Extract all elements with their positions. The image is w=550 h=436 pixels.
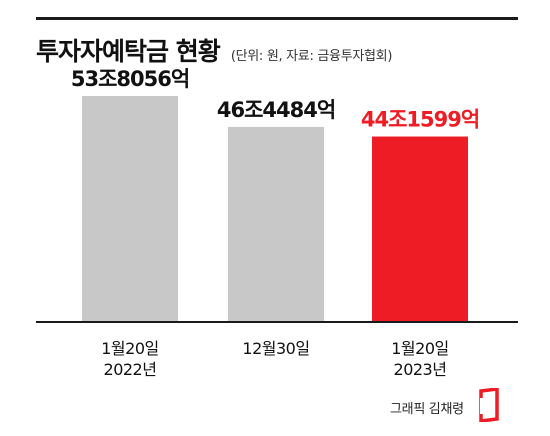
top-rule <box>36 17 518 20</box>
category-label-1-0: 12월30일 <box>242 339 309 358</box>
category-label-0-0: 1월20일 <box>101 339 158 358</box>
bar-1 <box>228 126 324 322</box>
chart-subtitle: (단위: 원, 자료: 금융투자협회) <box>230 49 393 64</box>
chart-title: 투자자예탁금 현황 <box>36 37 221 66</box>
category-label-2-1: 2023년 <box>394 360 447 379</box>
category-label-2-0: 1월20일 <box>391 339 448 358</box>
data-label-2: 44조1599억 <box>361 108 479 132</box>
title-row: 투자자예탁금 현황 (단위: 원, 자료: 금융투자협회) <box>36 32 392 68</box>
graphic-credit: 그래픽 김채령 <box>390 402 464 417</box>
bar-2 <box>372 136 468 322</box>
red-bracket-logo-icon <box>479 388 499 422</box>
data-label-0: 53조8056억 <box>71 67 189 91</box>
data-label-1: 46조4484억 <box>217 98 335 122</box>
bar-0 <box>82 96 178 322</box>
category-label-0-1: 2022년 <box>104 360 157 379</box>
